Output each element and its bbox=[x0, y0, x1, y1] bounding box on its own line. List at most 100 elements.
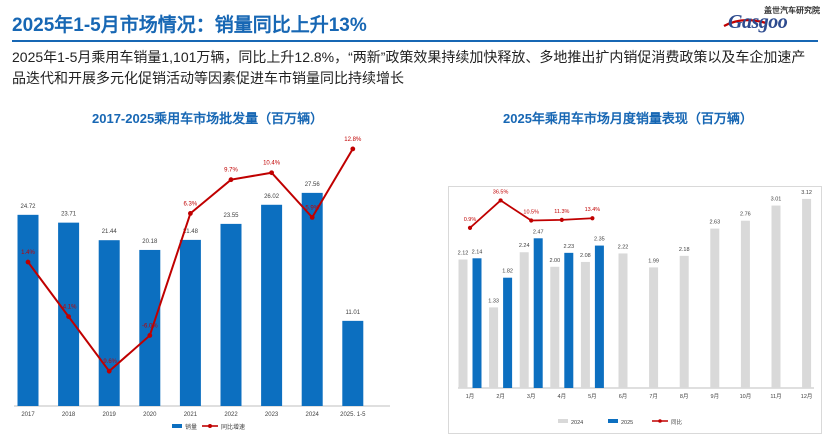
bar-2024 bbox=[519, 252, 529, 388]
bar-value-label: 21.48 bbox=[183, 229, 199, 235]
bar-2024-label: 2.24 bbox=[519, 243, 530, 249]
legend-2024-label: 2024 bbox=[571, 420, 583, 426]
sales-bar bbox=[139, 249, 161, 406]
legend-line-label: 同比增速 bbox=[221, 423, 245, 431]
bar-2024-label: 2.18 bbox=[679, 247, 690, 253]
growth-point bbox=[25, 259, 31, 265]
bar-2024-label: 2.08 bbox=[580, 253, 591, 259]
x-tick-label: 1月 bbox=[466, 393, 475, 400]
legend-line-marker bbox=[208, 424, 212, 428]
bar-2025 bbox=[472, 258, 482, 388]
bar-value-label: 24.72 bbox=[20, 204, 36, 210]
bar-2025 bbox=[533, 238, 543, 388]
growth-point bbox=[309, 214, 315, 220]
sales-bar bbox=[220, 223, 242, 406]
x-tick-label: 2018 bbox=[62, 412, 76, 418]
x-tick-label: 2月 bbox=[496, 393, 505, 400]
yoy-label: 0.9% bbox=[464, 217, 477, 223]
bar-2024 bbox=[771, 205, 781, 388]
growth-label: 10.4% bbox=[263, 161, 281, 167]
sales-bar bbox=[17, 214, 39, 406]
bar-2024-label: 2.00 bbox=[549, 258, 560, 264]
x-tick-label: 2023 bbox=[265, 412, 279, 418]
x-tick-label: 7月 bbox=[649, 393, 658, 400]
growth-point bbox=[228, 177, 234, 183]
bar-2024-label: 3.01 bbox=[771, 197, 782, 203]
bar-2024-label: 2.63 bbox=[709, 220, 720, 226]
x-tick-label: 12月 bbox=[801, 393, 813, 400]
yoy-label: 36.5% bbox=[493, 189, 509, 195]
growth-label: 12.8% bbox=[344, 137, 362, 143]
logo-subtitle: 盖世汽车研究院 bbox=[764, 6, 820, 15]
bar-2024 bbox=[550, 266, 560, 388]
bar-2025 bbox=[503, 277, 513, 388]
bar-2024-label: 2.12 bbox=[458, 251, 469, 257]
sales-bar bbox=[261, 204, 283, 406]
growth-label: -4.1% bbox=[61, 305, 77, 311]
x-tick-label: 2019 bbox=[103, 412, 117, 418]
gasgoo-logo: 盖世汽车研究院 Gasgoo bbox=[720, 4, 820, 38]
x-tick-label: 2025. 1-5 bbox=[340, 412, 366, 418]
monthly-sales-chart: 2.12 2.14 1月 1.33 1.82 2月 2.24 2.47 3月 2.00 2.23 4月… bbox=[458, 189, 814, 426]
chart1-title: 2017-2025乘用车市场批发量（百万辆） bbox=[92, 111, 324, 126]
bar-2024 bbox=[649, 267, 659, 388]
bar-value-label: 23.55 bbox=[223, 213, 239, 219]
legend-2025-swatch bbox=[608, 419, 618, 423]
bar-2024 bbox=[679, 255, 689, 388]
yoy-label: 10.5% bbox=[523, 209, 539, 215]
bar-2024 bbox=[740, 220, 750, 388]
bar-value-label: 11.01 bbox=[346, 310, 361, 316]
growth-point bbox=[188, 211, 193, 216]
x-tick-label: 6月 bbox=[619, 393, 628, 400]
yoy-point bbox=[498, 198, 503, 203]
bar-2025 bbox=[594, 245, 604, 388]
x-tick-label: 2020 bbox=[143, 412, 157, 418]
bar-2024 bbox=[458, 259, 468, 388]
growth-point bbox=[66, 314, 71, 320]
monthly-chart-frame bbox=[448, 186, 822, 434]
bar-value-label: 26.02 bbox=[264, 194, 280, 200]
growth-point bbox=[147, 333, 153, 338]
bar-2024 bbox=[802, 198, 812, 388]
sales-bar bbox=[301, 192, 323, 406]
growth-label: -9.6% bbox=[101, 359, 117, 365]
x-tick-label: 10月 bbox=[740, 393, 752, 400]
yoy-point bbox=[529, 218, 534, 223]
bar-2024 bbox=[710, 228, 720, 388]
growth-label: 1.4% bbox=[21, 250, 35, 256]
bar-2025-label: 2.23 bbox=[563, 244, 574, 250]
x-tick-label: 3月 bbox=[527, 393, 536, 400]
summary-text: 2025年1-5月乘用车销量1,101万辆，同比上升12.8%，“两新”政策效果… bbox=[12, 49, 806, 86]
bar-2025 bbox=[564, 252, 574, 388]
sales-bar bbox=[342, 320, 364, 406]
bar-2024-label: 2.22 bbox=[618, 244, 629, 250]
logo-wordmark: Gasgoo bbox=[728, 11, 788, 33]
x-tick-label: 2022 bbox=[224, 412, 238, 418]
yoy-label: 13.4% bbox=[585, 207, 601, 213]
bar-value-label: 27.56 bbox=[305, 182, 321, 188]
growth-label: -6.0% bbox=[142, 323, 158, 329]
logo-swoosh-icon bbox=[723, 19, 767, 27]
bar-2024-label: 1.99 bbox=[648, 258, 659, 264]
growth-point bbox=[106, 368, 112, 374]
chart2-title: 2025年乘用车市场月度销量表现（百万辆） bbox=[503, 111, 753, 126]
yoy-point bbox=[467, 225, 473, 230]
bar-2025-label: 2.35 bbox=[594, 237, 605, 243]
growth-label: 5.9% bbox=[305, 205, 319, 211]
growth-label: 9.7% bbox=[224, 168, 238, 174]
bar-2024 bbox=[489, 307, 499, 388]
page-title: 2025年1-5月市场情况：销量同比上升13% bbox=[12, 15, 367, 36]
bar-2024-label: 3.12 bbox=[801, 190, 812, 196]
bar-2024 bbox=[618, 253, 628, 388]
x-tick-label: 9月 bbox=[711, 393, 720, 400]
sales-bar bbox=[98, 240, 120, 406]
yoy-label: 11.3% bbox=[554, 209, 569, 215]
bar-value-label: 20.18 bbox=[142, 239, 158, 245]
x-tick-label: 8月 bbox=[680, 393, 689, 400]
growth-point bbox=[269, 170, 274, 176]
bar-2024-label: 2.76 bbox=[740, 212, 751, 218]
yoy-point bbox=[590, 216, 595, 221]
bar-2025-label: 1.82 bbox=[502, 269, 513, 275]
bar-2024 bbox=[580, 261, 590, 388]
legend-2025-label: 2025 bbox=[621, 420, 633, 426]
